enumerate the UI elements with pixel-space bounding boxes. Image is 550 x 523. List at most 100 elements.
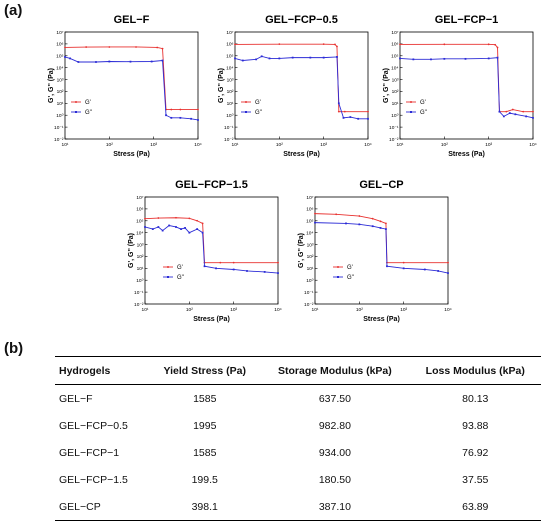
data-point — [342, 116, 345, 119]
y-tick-label: 10⁵ — [136, 219, 143, 225]
series-line-g-prime — [314, 213, 448, 264]
y-tick-label: 10² — [57, 89, 64, 95]
y-tick-label: 10⁶ — [306, 207, 313, 213]
data-point — [412, 58, 415, 61]
header-storage-modulus: Storage Modulus (kPa) — [260, 356, 410, 385]
data-point — [263, 271, 266, 273]
data-point — [161, 229, 164, 232]
chart-gel-cp: GEL−CP 10⁻² 10⁻¹ 10⁰ 10¹ 10² 10³ 10⁴ 10⁵ 10⁶ 10⁷ 10… — [298, 179, 452, 323]
data-point — [201, 231, 204, 234]
data-point — [175, 216, 177, 219]
data-point — [197, 108, 199, 111]
x-tick-label: 10¹ — [312, 307, 319, 313]
x-tick-label: 10³ — [230, 307, 237, 313]
y-axis-label: G', G'' (Pa) — [48, 68, 55, 103]
data-point — [402, 267, 405, 270]
series-line-g-prime — [234, 43, 368, 113]
legend-marker — [337, 276, 339, 278]
cell-loss-modulus: 80.13 — [462, 392, 489, 405]
chart-gel-fcp-1-5: GEL−FCP−1.5 10⁻² 10⁻¹ 10⁰ 10¹ 10² 10³ 10⁴ 10⁵ 10⁶… — [128, 179, 282, 323]
cell-hydrogel: GEL−FCP−1 — [59, 446, 120, 459]
x-tick-label: 10⁴ — [444, 307, 451, 313]
cell-loss-modulus: 93.88 — [462, 419, 489, 432]
data-point — [129, 60, 132, 63]
data-point — [334, 43, 336, 46]
x-axis-label: Stress (Pa) — [448, 151, 485, 158]
header-yield-stress: Yield Stress (Pa) — [149, 356, 261, 385]
x-axis-label: Stress (Pa) — [283, 151, 320, 158]
data-point — [532, 110, 534, 113]
data-point — [232, 261, 235, 264]
table-row: GEL−CP 398.1 387.10 63.89 — [55, 493, 541, 521]
y-tick-label: 10¹ — [392, 101, 399, 107]
legend-label: G' — [347, 265, 353, 271]
y-tick-label: 10⁻² — [304, 302, 314, 308]
y-tick-label: 10⁻² — [54, 137, 64, 143]
series-line-g-prime — [144, 217, 278, 264]
y-tick-label: 10⁷ — [306, 195, 313, 201]
data-point — [336, 45, 338, 48]
x-tick-label: 10¹ — [232, 142, 239, 148]
data-point — [170, 116, 173, 119]
x-tick-label: 10² — [276, 142, 283, 148]
y-tick-label: 10⁴ — [226, 65, 233, 71]
data-point — [314, 221, 316, 224]
cell-storage-modulus: 637.50 — [318, 392, 351, 405]
legend-label: G' — [420, 100, 426, 106]
legend-marker — [410, 111, 412, 113]
data-point — [508, 112, 511, 115]
y-axis-label: G', G'' (Pa) — [383, 68, 390, 103]
y-tick-label: 10¹ — [307, 266, 314, 272]
legend-label: G' — [255, 100, 261, 106]
series-line-g-prime — [64, 46, 198, 111]
data-point — [69, 57, 71, 60]
x-axis-label: Stress (Pa) — [113, 151, 150, 158]
data-point — [496, 46, 499, 49]
data-point — [188, 217, 191, 220]
y-tick-label: 10⁰ — [306, 278, 313, 284]
legend-label: G'' — [347, 275, 354, 281]
data-point — [241, 59, 244, 62]
cell-yield-stress: 398.1 — [149, 493, 261, 521]
data-point — [179, 116, 182, 119]
y-axis-label: G', G'' (Pa) — [298, 233, 305, 268]
y-axis-label: G', G'' (Pa) — [218, 68, 225, 103]
legend-marker — [167, 266, 169, 268]
data-point — [402, 261, 405, 264]
plot-frame — [314, 196, 449, 305]
x-tick-label: 10¹ — [397, 142, 404, 148]
y-tick-label: 10⁻¹ — [224, 125, 234, 131]
legend-marker — [410, 101, 412, 103]
series-line-g-double-prime — [144, 225, 279, 274]
x-tick-label: 10² — [186, 307, 193, 313]
y-tick-label: 10¹ — [57, 101, 64, 107]
legend-marker — [337, 266, 339, 268]
y-tick-label: 10² — [307, 254, 314, 260]
data-point — [345, 222, 347, 225]
data-point — [157, 226, 160, 228]
data-point — [108, 46, 111, 48]
x-axis-label: Stress (Pa) — [363, 316, 400, 323]
data-point — [197, 119, 199, 121]
data-point — [337, 102, 340, 105]
data-point — [196, 219, 199, 222]
chart-title: GEL−FCP−1.5 — [175, 179, 248, 191]
data-point — [108, 60, 111, 63]
cell-storage-modulus: 387.10 — [260, 493, 410, 521]
y-tick-label: 10⁰ — [226, 113, 233, 119]
cell-hydrogel: GEL−FCP−0.5 — [59, 419, 128, 432]
data-point — [336, 56, 338, 58]
data-point — [447, 272, 449, 274]
data-point — [532, 116, 534, 119]
y-tick-label: 10¹ — [227, 101, 234, 107]
data-point — [487, 57, 490, 60]
table-row: GEL−FCP−1.5 199.5 180.50 37.55 — [55, 466, 541, 493]
data-point — [277, 272, 279, 274]
data-point — [343, 110, 346, 113]
x-tick-label: 10³ — [485, 142, 492, 148]
y-tick-label: 10⁻¹ — [54, 125, 64, 131]
data-point — [77, 61, 80, 63]
data-point — [190, 117, 193, 120]
legend-marker — [167, 276, 169, 278]
data-point — [385, 222, 387, 225]
